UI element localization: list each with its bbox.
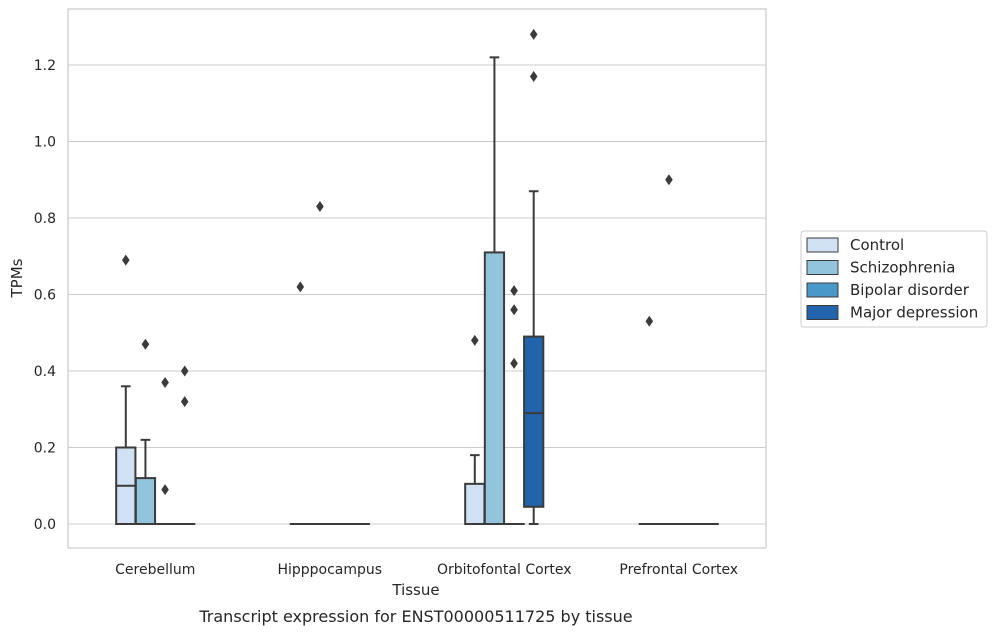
y-tick-label: 0.2 [34,441,56,457]
outlier-point [510,357,518,369]
y-tick-label: 0.4 [34,364,56,380]
x-tick-label: Cerebellum [115,562,195,578]
outlier-point [141,338,150,350]
legend-item: Control [806,236,904,254]
box [174,365,196,526]
box-body [464,482,486,525]
box-series [115,28,719,526]
y-tick-label: 0.6 [34,288,56,304]
legend-item: Schizophrenia [806,259,955,277]
box [309,201,331,526]
outlier-point [122,254,130,266]
plot-frame [67,8,767,549]
series-bipolar-disorder [154,285,700,526]
legend-swatch [806,305,839,320]
box [638,315,660,526]
outlier-point [161,484,169,496]
legend-label: Major depression [850,304,978,322]
outlier-point [180,365,189,377]
legend-item: Bipolar disorder [806,281,970,299]
legend-item: Major depression [806,304,978,322]
outlier-point [316,201,324,213]
legend-label: Bipolar disorder [850,281,970,299]
series-schizophrenia [134,56,680,526]
legend-label: Control [850,236,904,254]
box [154,376,176,526]
legend-swatch [806,237,839,253]
grid-lines [68,64,766,525]
legend-swatch [806,260,839,275]
x-tick-label: Prefrontal Cortex [619,562,738,578]
legend-frame [800,230,988,328]
outlier-point [529,28,538,40]
outlier-point [510,285,518,297]
box-body [523,335,545,508]
x-tick-label: Hipppocampus [277,562,382,578]
outlier-point [510,304,518,316]
x-tick-labels: Cerebellum Hipppocampus Orbitofontal Corte… [115,562,738,578]
box [289,281,311,526]
box-body [134,477,157,526]
y-tick-label: 0.0 [34,517,56,533]
box [503,285,525,526]
y-axis-label: TPMs [8,258,26,298]
box [483,56,506,526]
x-tick-label: Orbitofontal Cortex [437,562,572,578]
outlier-point [529,70,538,82]
legend-swatch [806,282,839,298]
box-body [483,251,506,526]
outlier-point [471,334,479,346]
box [658,174,680,526]
y-tick-label: 0.8 [34,211,56,227]
outlier-point [665,174,673,186]
legend: Control Schizophrenia Bipolar disorder Majo… [800,230,988,328]
outlier-point [645,315,654,327]
box [464,334,486,525]
x-axis-label: Tissue [391,581,439,599]
box [134,338,157,526]
y-tick-labels: 0.0 0.2 0.4 0.6 0.8 1.0 1.2 [34,58,56,533]
chart-caption: Transcript expression for ENST0000051172… [198,607,632,626]
legend-label: Schizophrenia [850,259,955,277]
y-tick-label: 1.2 [34,58,56,74]
outlier-point [161,376,169,388]
outlier-point [180,396,189,408]
series-major-depression [174,28,719,526]
box [523,28,545,525]
y-tick-label: 1.0 [34,135,56,151]
outlier-point [296,281,305,293]
